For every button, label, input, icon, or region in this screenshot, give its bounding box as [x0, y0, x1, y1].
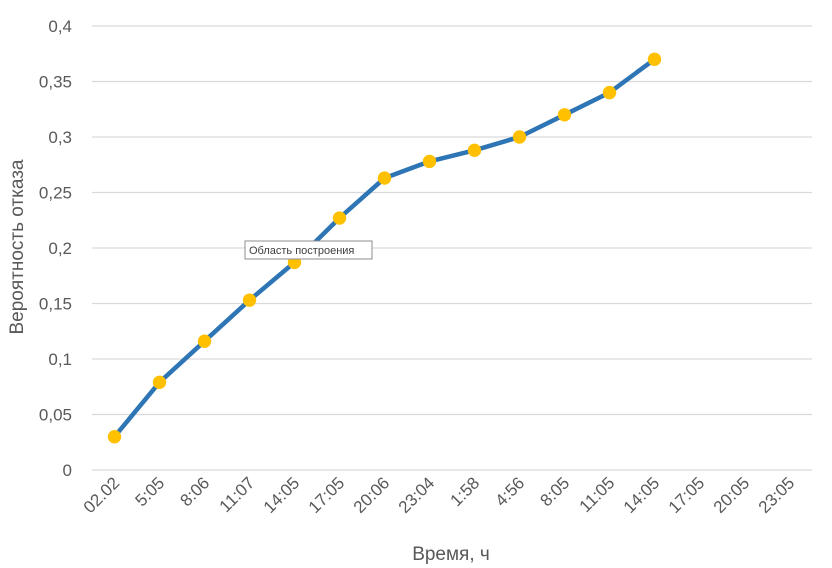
data-point [377, 171, 392, 185]
data-point [242, 293, 257, 307]
y-tick-label: 0 [63, 461, 72, 480]
data-point [467, 143, 482, 158]
x-tick-label: 17:05 [665, 473, 709, 517]
data-point [602, 85, 617, 100]
y-tick-label: 0,35 [39, 73, 72, 92]
data-point [197, 334, 212, 348]
x-tick-label: 1:58 [446, 473, 483, 510]
data-point [332, 211, 347, 225]
data-point [512, 130, 527, 144]
y-tick-label: 0,3 [48, 128, 72, 147]
x-tick-label: 8:06 [176, 473, 213, 510]
chart-area-tooltip: Область построения [244, 240, 373, 260]
y-axis-tick-labels: 0 0,05 0,1 0,15 0,2 0,25 0,3 0,35 0,4 [39, 17, 72, 480]
tooltip-text: Область построения [249, 245, 354, 257]
y-tick-label: 0,25 [39, 184, 72, 203]
data-point [152, 375, 167, 390]
x-tick-label: 23:04 [395, 473, 439, 517]
x-tick-label: 23:05 [755, 473, 799, 517]
x-tick-label: 5:05 [131, 473, 168, 510]
data-point [557, 108, 572, 122]
y-tick-label: 0,2 [48, 239, 72, 258]
y-tick-label: 0,4 [48, 17, 72, 36]
data-point [647, 52, 662, 66]
x-tick-label: 02.02 [80, 473, 124, 517]
grid-lines [92, 25, 812, 471]
x-tick-label: 11:05 [576, 473, 619, 516]
x-axis-title: Время, ч [412, 544, 490, 565]
x-tick-label: 4:56 [491, 473, 528, 510]
x-tick-label: 20:05 [710, 473, 754, 517]
tooltip-box [244, 240, 373, 260]
x-axis-tick-labels: 02.02 5:05 8:06 11:07 14:05 17:05 20:06 23:04 1:… [80, 473, 799, 517]
x-tick-label: 14:05 [260, 473, 304, 517]
x-tick-label: 11:07 [216, 473, 259, 516]
x-tick-label: 8:05 [536, 473, 573, 510]
data-point [422, 154, 437, 169]
y-axis-title: Вероятность отказа [7, 159, 28, 334]
data-point [107, 430, 122, 444]
y-tick-label: 0,1 [48, 350, 72, 369]
y-tick-label: 0,15 [39, 295, 72, 314]
x-tick-label: 17:05 [305, 473, 349, 517]
y-tick-label: 0,05 [39, 406, 72, 425]
x-tick-label: 14:05 [620, 473, 664, 517]
x-tick-label: 20:06 [350, 473, 394, 517]
